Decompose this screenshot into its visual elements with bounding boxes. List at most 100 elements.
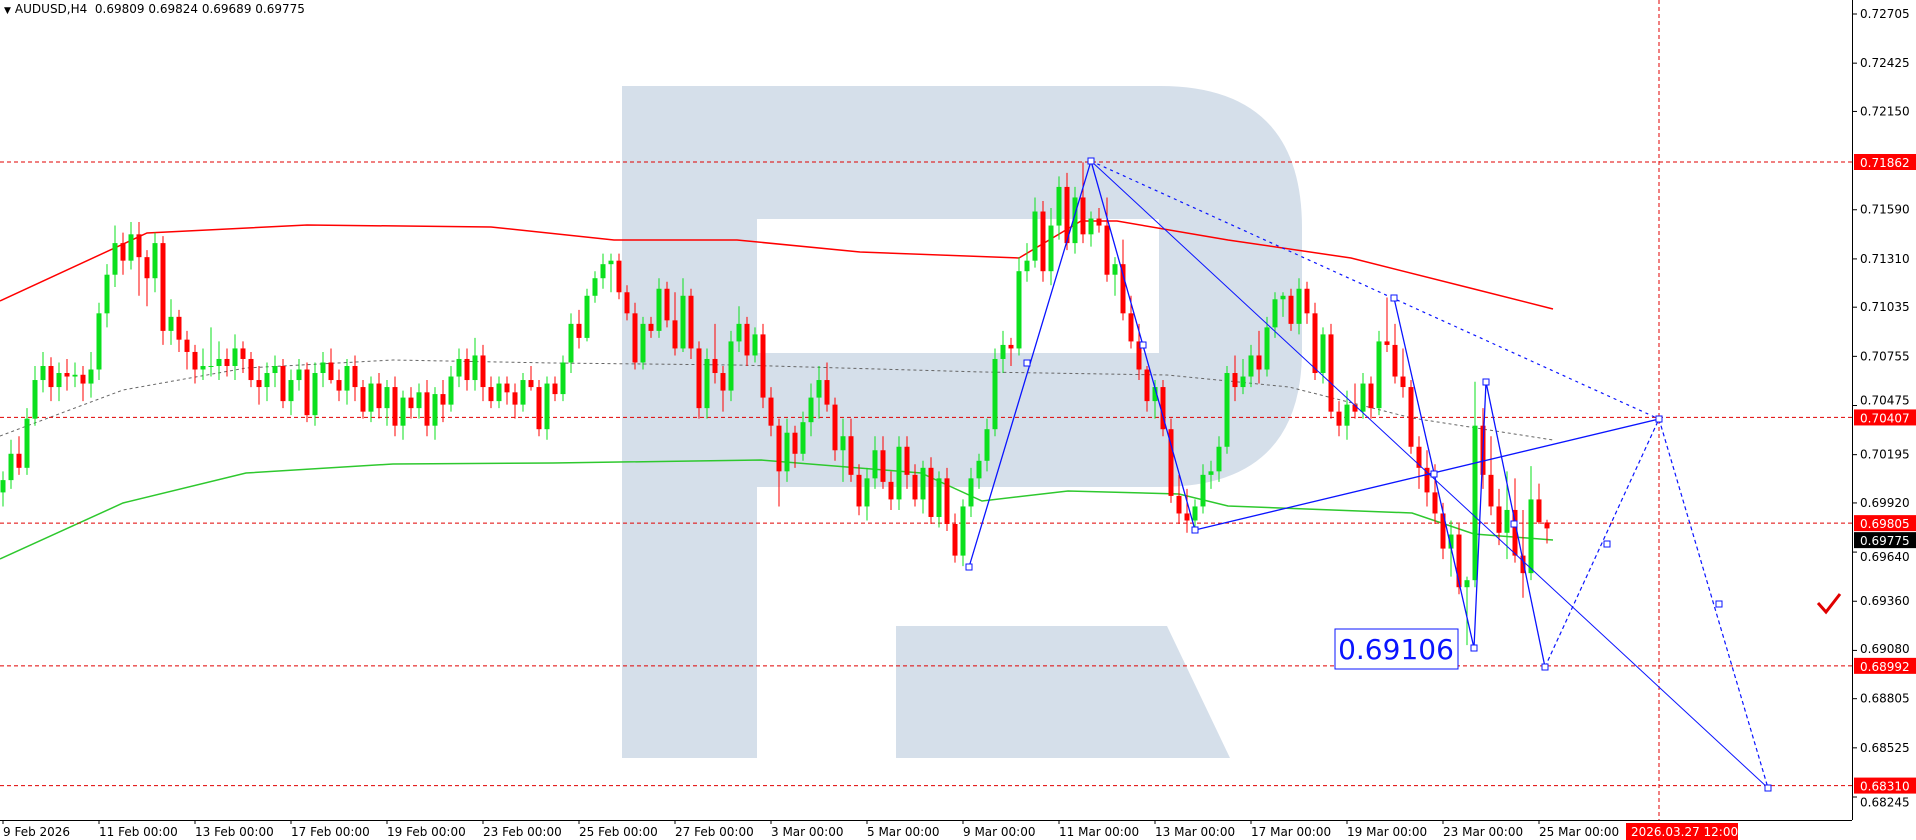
candle bbox=[1400, 348, 1406, 398]
candle bbox=[200, 348, 206, 381]
candle bbox=[856, 464, 862, 516]
price-tick-label: 0.72705 bbox=[1860, 7, 1910, 21]
candle-body bbox=[1056, 186, 1062, 226]
candle bbox=[1416, 436, 1422, 489]
candle-body bbox=[688, 295, 694, 349]
candle bbox=[280, 358, 286, 409]
candle bbox=[1328, 323, 1334, 419]
candle bbox=[1040, 200, 1046, 282]
candle bbox=[1312, 302, 1318, 381]
candle bbox=[648, 316, 654, 338]
candle bbox=[328, 348, 334, 384]
candle-body bbox=[1128, 313, 1134, 342]
candle bbox=[896, 436, 902, 510]
forecast-wave: 0.69106 bbox=[965, 157, 1772, 792]
candle bbox=[240, 341, 246, 374]
candle-body bbox=[1112, 264, 1118, 275]
candle bbox=[936, 471, 942, 528]
wave-anchor-point bbox=[1715, 600, 1723, 608]
wave-anchor-point bbox=[1510, 520, 1518, 528]
candle bbox=[168, 299, 174, 345]
candle-body bbox=[88, 369, 94, 384]
candle bbox=[120, 232, 126, 275]
candle-body bbox=[1368, 383, 1374, 409]
current-price-box bbox=[1854, 532, 1916, 549]
candle-body bbox=[152, 243, 158, 279]
candle bbox=[1240, 358, 1246, 395]
candle-body bbox=[432, 394, 438, 426]
candle bbox=[1520, 509, 1526, 598]
dropdown-triangle-icon[interactable]: ▼ bbox=[4, 6, 11, 16]
candle-body bbox=[1080, 197, 1086, 235]
candle bbox=[272, 355, 278, 388]
candle bbox=[112, 225, 118, 287]
candle-body bbox=[504, 383, 510, 393]
candle-body bbox=[1312, 313, 1318, 374]
candle-body bbox=[856, 474, 862, 507]
candle-body bbox=[1408, 387, 1414, 447]
candle bbox=[1472, 381, 1478, 588]
candle-body bbox=[120, 243, 126, 261]
candle bbox=[1104, 197, 1110, 282]
candle-body bbox=[1160, 387, 1166, 430]
candle-body bbox=[880, 450, 886, 482]
candle bbox=[720, 365, 726, 412]
candle-body bbox=[976, 460, 982, 479]
candle-body bbox=[112, 243, 118, 275]
candle-body bbox=[1296, 288, 1302, 324]
wave-anchor-point bbox=[965, 563, 973, 571]
candle bbox=[1264, 316, 1270, 377]
candle-body bbox=[904, 446, 910, 475]
candle bbox=[888, 471, 894, 510]
time-tick-label: 11 Mar 00:00 bbox=[1059, 825, 1139, 839]
candle bbox=[584, 288, 590, 342]
candle bbox=[1056, 176, 1062, 240]
candle bbox=[1224, 365, 1230, 454]
candle bbox=[1424, 450, 1430, 507]
candle bbox=[288, 369, 294, 416]
candle-body bbox=[328, 362, 334, 381]
candle-body bbox=[784, 432, 790, 472]
candle bbox=[1080, 162, 1086, 244]
level-price-box bbox=[1854, 515, 1916, 532]
chart-header: ▼ AUDUSD,H4 0.69809 0.69824 0.69689 0.697… bbox=[4, 2, 305, 16]
candle bbox=[656, 278, 662, 338]
candle-body bbox=[1024, 260, 1030, 272]
candle bbox=[1048, 207, 1054, 286]
time-tick-label: 13 Feb 00:00 bbox=[195, 825, 274, 839]
wave-anchor-point bbox=[1655, 415, 1663, 423]
candle-body bbox=[64, 373, 70, 377]
watermark-logo bbox=[622, 86, 1302, 758]
target-label-box bbox=[1334, 628, 1459, 670]
candle bbox=[24, 408, 30, 475]
candle-body bbox=[240, 348, 246, 359]
candle-body bbox=[584, 295, 590, 338]
candle-body bbox=[1264, 327, 1270, 370]
candle bbox=[296, 358, 302, 391]
price-tick-label: 0.68525 bbox=[1860, 741, 1910, 755]
candle bbox=[1024, 243, 1030, 282]
candle-body bbox=[264, 373, 270, 388]
candle bbox=[16, 436, 22, 475]
candle bbox=[1216, 436, 1222, 482]
candle bbox=[1320, 327, 1326, 384]
candle bbox=[1336, 401, 1342, 437]
price-tick-label: 0.68805 bbox=[1860, 692, 1910, 706]
price-tick-label: 0.69640 bbox=[1860, 550, 1910, 564]
candle-body bbox=[1456, 534, 1462, 588]
candle-body bbox=[640, 323, 646, 363]
candle-body bbox=[1304, 288, 1310, 314]
level-price-label: 0.68310 bbox=[1860, 780, 1910, 794]
forecast-time-box bbox=[1626, 823, 1738, 840]
candle-body bbox=[1072, 197, 1078, 244]
candle bbox=[672, 292, 678, 356]
candle bbox=[840, 418, 846, 482]
candle bbox=[1352, 383, 1358, 419]
candle-body bbox=[8, 453, 14, 481]
candle-body bbox=[104, 274, 110, 314]
time-tick-label: 3 Mar 00:00 bbox=[771, 825, 844, 839]
candle bbox=[48, 357, 54, 402]
candle-body bbox=[792, 432, 798, 454]
candle bbox=[256, 365, 262, 405]
